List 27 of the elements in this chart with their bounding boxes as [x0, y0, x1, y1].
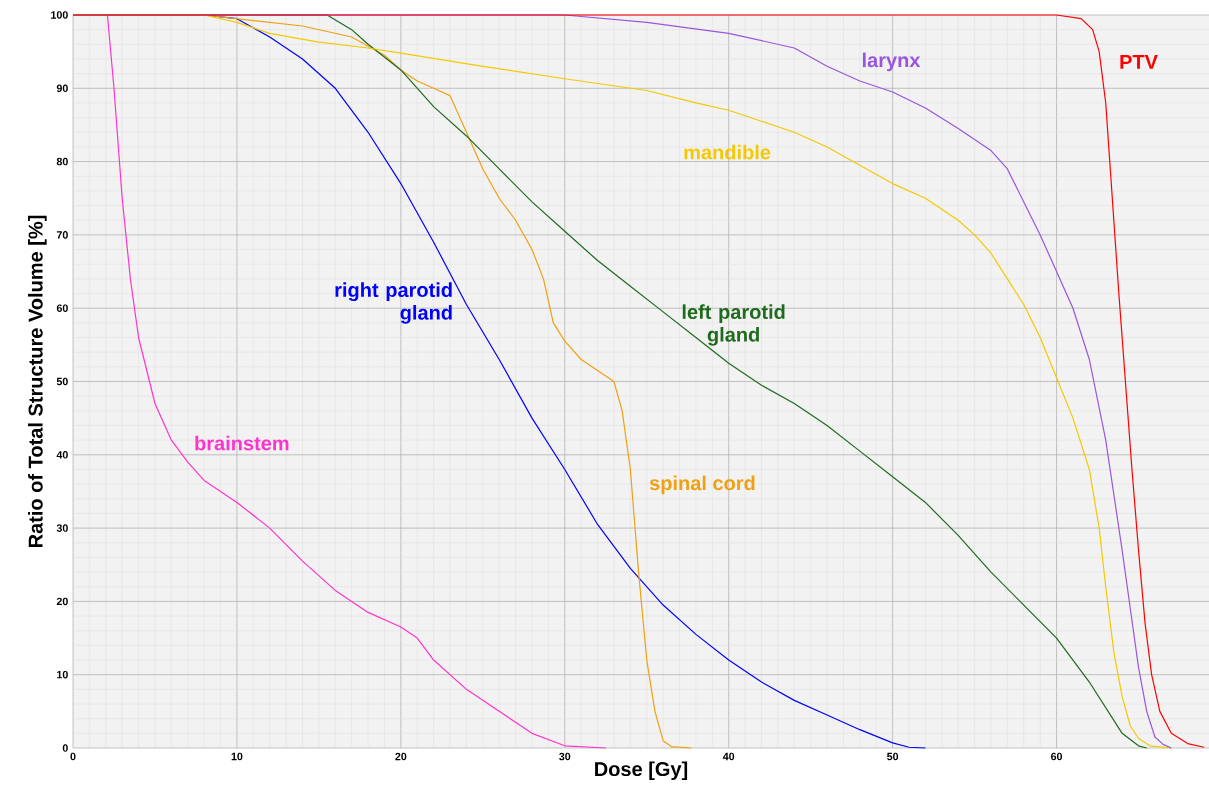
- y-tick-label: 50: [56, 377, 68, 386]
- y-tick-label: 60: [56, 304, 68, 312]
- y-tick-label: 20: [56, 597, 68, 606]
- y-tick-label: 70: [56, 231, 68, 239]
- series-label: right parotid gland: [335, 282, 452, 324]
- series-label: brainstem: [195, 435, 289, 451]
- y-tick-label: 40: [56, 451, 68, 459]
- x-tick-label: 40: [722, 752, 735, 761]
- series-label: larynx: [862, 52, 921, 72]
- y-tick-label: 100: [51, 11, 68, 19]
- y-axis-title: Ratio of Total Structure Volume [%]: [28, 215, 47, 548]
- series-label: left parotid gland: [682, 304, 785, 346]
- series-label: spinal cord: [649, 475, 755, 495]
- x-tick-label: 20: [395, 752, 407, 761]
- x-tick-label: 0: [70, 752, 76, 761]
- x-tick-label: 10: [231, 752, 243, 761]
- y-tick-label: 30: [56, 524, 68, 532]
- x-tick-label: 60: [1051, 752, 1063, 761]
- x-axis-title: Dose [Gy]: [595, 761, 688, 781]
- x-tick-label: 30: [559, 752, 571, 761]
- y-tick-label: 10: [57, 670, 68, 679]
- x-tick-label: 50: [887, 752, 899, 761]
- series-label: PTV: [1120, 55, 1158, 69]
- y-tick-label: 0: [62, 744, 68, 752]
- series-label: mandible: [684, 144, 771, 160]
- y-tick-label: 80: [56, 157, 68, 166]
- y-tick-label: 90: [56, 84, 68, 93]
